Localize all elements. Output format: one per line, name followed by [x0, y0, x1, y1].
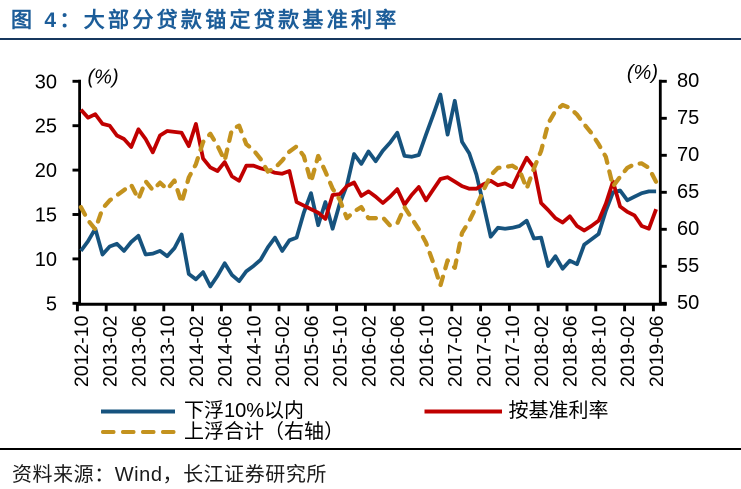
svg-text:上浮合计（右轴）: 上浮合计（右轴）	[184, 420, 344, 443]
svg-text:2016-02: 2016-02	[358, 316, 380, 388]
svg-text:(%): (%)	[627, 62, 658, 84]
svg-text:2019-06: 2019-06	[646, 316, 668, 388]
svg-text:60: 60	[677, 218, 699, 240]
svg-text:15: 15	[35, 205, 57, 227]
svg-text:2013-06: 2013-06	[128, 316, 150, 388]
svg-text:2018-02: 2018-02	[531, 316, 553, 388]
svg-text:55: 55	[677, 255, 699, 277]
svg-text:80: 80	[677, 70, 699, 92]
svg-text:2015-10: 2015-10	[330, 315, 352, 387]
svg-text:10: 10	[35, 249, 57, 271]
svg-text:2016-10: 2016-10	[416, 315, 438, 387]
svg-text:75: 75	[677, 107, 699, 129]
svg-text:2018-06: 2018-06	[560, 316, 582, 388]
svg-text:5: 5	[46, 293, 57, 315]
svg-text:2014-06: 2014-06	[215, 316, 237, 388]
svg-text:(%): (%)	[88, 67, 119, 89]
svg-text:2013-10: 2013-10	[157, 315, 179, 387]
svg-text:2013-02: 2013-02	[100, 316, 122, 388]
svg-text:2014-10: 2014-10	[243, 315, 265, 387]
svg-text:2017-10: 2017-10	[502, 315, 524, 387]
svg-text:30: 30	[35, 71, 57, 93]
svg-text:按基准利率: 按基准利率	[509, 399, 609, 422]
svg-text:2017-06: 2017-06	[473, 316, 495, 388]
svg-text:2012-10: 2012-10	[71, 315, 93, 387]
svg-text:2016-06: 2016-06	[387, 316, 409, 388]
svg-text:2017-02: 2017-02	[445, 316, 467, 388]
svg-text:2014-02: 2014-02	[186, 316, 208, 388]
svg-text:20: 20	[35, 160, 57, 182]
svg-text:2015-06: 2015-06	[301, 316, 323, 388]
svg-text:65: 65	[677, 181, 699, 203]
svg-text:70: 70	[677, 144, 699, 166]
svg-text:25: 25	[35, 116, 57, 138]
svg-text:2019-02: 2019-02	[617, 316, 639, 388]
svg-text:2015-02: 2015-02	[272, 316, 294, 388]
svg-text:2018-10: 2018-10	[589, 315, 611, 387]
svg-text:50: 50	[677, 292, 699, 314]
svg-text:下浮10%以内: 下浮10%以内	[184, 399, 304, 422]
